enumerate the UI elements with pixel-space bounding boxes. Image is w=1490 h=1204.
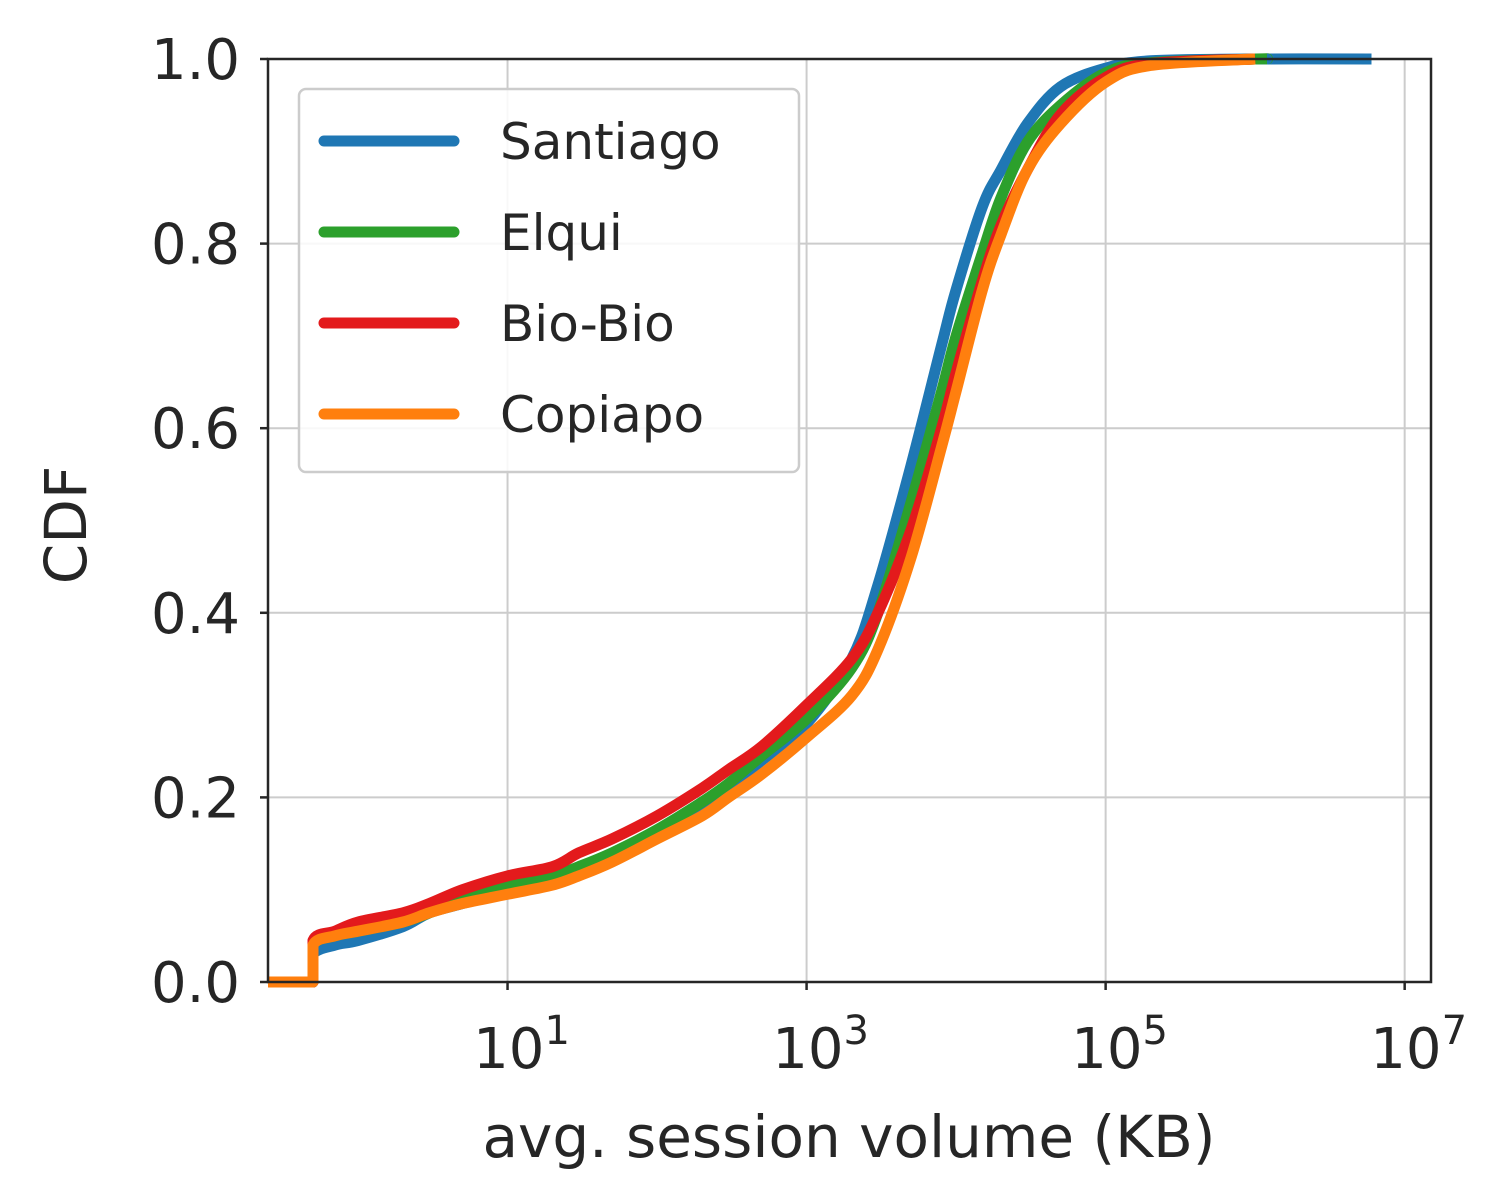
x-tick-label: 105 [1071,1008,1168,1082]
y-tick-label: 0.4 [151,582,240,647]
x-tick-label: 107 [1370,1008,1467,1082]
legend-label-bio-bio: Bio-Bio [500,295,675,353]
y-axis-label: CDF [32,466,100,585]
x-tick-label: 103 [772,1008,869,1082]
legend-label-santiago: Santiago [500,113,721,171]
series-lines [268,53,1372,988]
y-axis-ticks: 0.0 0.2 0.4 0.6 0.8 1.0 [151,28,268,1016]
legend-label-copiapo: Copiapo [500,386,704,444]
series-line-copiapo [268,53,1256,988]
y-tick-label: 0.2 [151,766,240,831]
y-tick-label: 0.8 [151,213,240,278]
y-tick-label: 0.6 [151,397,240,462]
legend-box [297,87,801,474]
x-axis-label: avg. session volume (KB) [482,1103,1215,1171]
legend: Santiago Elqui Bio-Bio Copiapo [297,87,801,474]
x-axis-ticks: 101 103 105 107 [473,982,1467,1082]
legend-label-elqui: Elqui [500,204,623,262]
plot-frame [266,57,1433,984]
y-tick-label: 1.0 [151,28,240,93]
x-tick-label: 101 [473,1008,570,1082]
y-tick-label: 0.0 [151,951,240,1016]
